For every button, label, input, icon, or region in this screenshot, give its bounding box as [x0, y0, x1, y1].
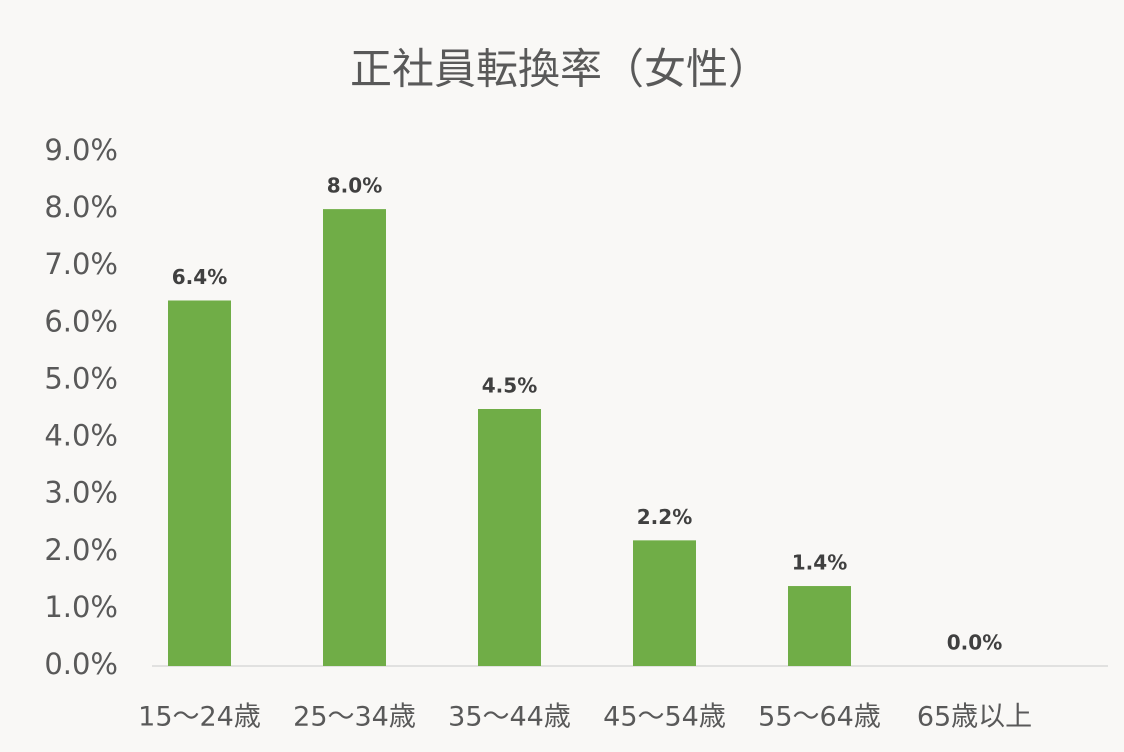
x-tick-label: 35〜44歳	[448, 702, 571, 733]
bar	[788, 586, 851, 666]
value-label: 6.4%	[172, 265, 227, 289]
x-tick-label: 65歳以上	[917, 702, 1032, 733]
value-label: 8.0%	[327, 174, 382, 198]
value-label: 2.2%	[637, 505, 692, 529]
y-tick-label: 6.0%	[44, 304, 118, 338]
x-tick-label: 45〜54歳	[603, 702, 726, 733]
y-tick-label: 0.0%	[44, 647, 118, 681]
y-tick-label: 4.0%	[44, 419, 118, 453]
y-tick-label: 7.0%	[44, 247, 118, 281]
y-tick-label: 2.0%	[44, 533, 118, 567]
y-tick-label: 1.0%	[44, 590, 118, 624]
chart-title: 正社員転換率（女性）	[350, 45, 770, 94]
y-tick-label: 5.0%	[44, 361, 118, 395]
x-tick-label: 15〜24歳	[138, 702, 261, 733]
value-label: 0.0%	[947, 631, 1002, 655]
x-tick-label: 25〜34歳	[293, 702, 416, 733]
bar	[323, 209, 386, 666]
bar	[478, 409, 541, 666]
bar	[633, 540, 696, 666]
value-label: 1.4%	[792, 551, 847, 575]
y-tick-label: 8.0%	[44, 190, 118, 224]
value-label: 4.5%	[482, 374, 537, 398]
y-tick-label: 3.0%	[44, 476, 118, 510]
y-tick-label: 9.0%	[44, 133, 118, 167]
x-tick-label: 55〜64歳	[758, 702, 881, 733]
bar	[168, 300, 231, 666]
